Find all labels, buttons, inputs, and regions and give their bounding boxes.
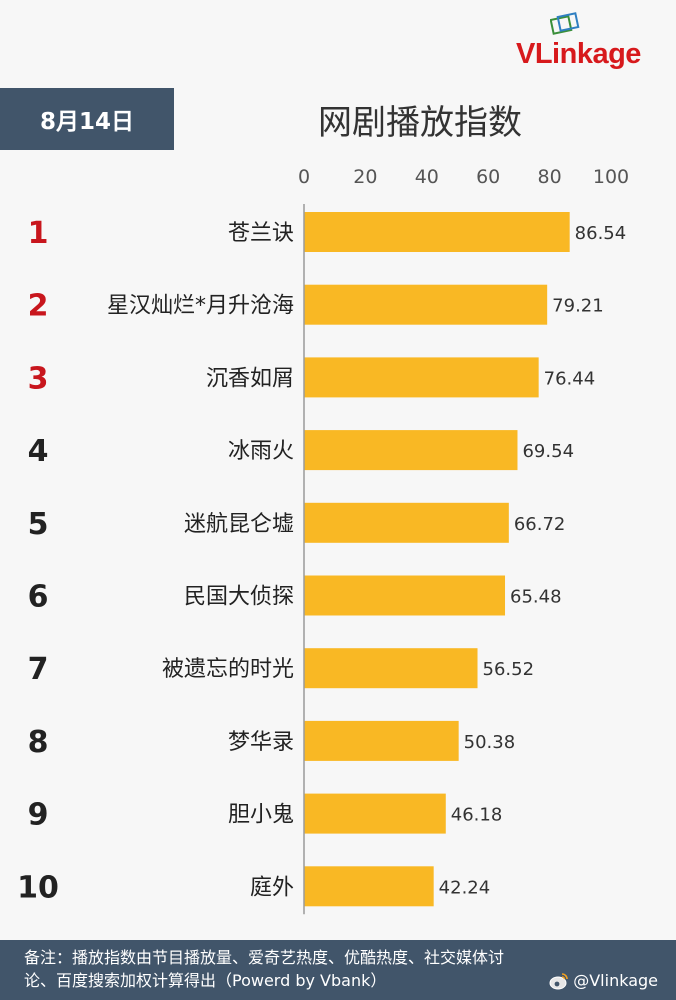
- rank-number: 1: [28, 216, 49, 251]
- bar: [304, 430, 518, 471]
- category-label: 沉香如屑: [206, 366, 294, 391]
- bar-value-label: 46.18: [451, 805, 503, 826]
- category-label: 被遗忘的时光: [162, 657, 294, 682]
- x-tick-label: 40: [415, 166, 439, 188]
- weibo-icon: [549, 972, 569, 989]
- category-label: 迷航昆仑墟: [184, 512, 294, 537]
- category-label: 民国大侦探: [184, 585, 294, 610]
- category-label: 冰雨火: [228, 439, 294, 464]
- bar-value-label: 79.21: [552, 296, 604, 317]
- rank-number: 9: [28, 798, 49, 833]
- rank-number: 7: [28, 652, 49, 687]
- rank-number: 5: [28, 507, 49, 542]
- date-badge: 8月14日: [0, 88, 174, 150]
- bar-value-label: 65.48: [510, 587, 562, 608]
- chart-title: 网剧播放指数: [318, 102, 522, 143]
- category-label: 胆小鬼: [228, 803, 294, 828]
- category-label: 苍兰诀: [228, 221, 294, 246]
- logo-text: VLinkage: [516, 38, 641, 70]
- bar-value-label: 50.38: [464, 732, 516, 753]
- weibo-credit: @Vlinkage: [549, 969, 658, 992]
- bar-value-label: 86.54: [575, 223, 627, 244]
- bar: [304, 793, 446, 834]
- category-label: 梦华录: [228, 730, 294, 755]
- logo-squares-icon: [550, 12, 580, 35]
- bar: [304, 284, 548, 325]
- bar-value-label: 42.24: [439, 877, 491, 898]
- weibo-handle: @Vlinkage: [573, 971, 658, 990]
- bar-value-label: 66.72: [514, 514, 566, 535]
- bar: [304, 502, 509, 543]
- bar-chart: 0 20 40 60 80 100 86.54 苍兰诀 1 79.21 星汉灿烂*月升沧海 2 76.4…: [17, 166, 629, 915]
- category-label: 庭外: [250, 875, 294, 900]
- category-label: 星汉灿烂*月升沧海: [107, 294, 294, 319]
- bar: [304, 357, 539, 398]
- rank-number: 10: [17, 870, 59, 905]
- bar: [304, 866, 434, 907]
- x-tick-label: 60: [476, 166, 500, 188]
- bar: [304, 212, 570, 252]
- x-tick-label: 80: [538, 166, 562, 188]
- footer-note: 备注：播放指数由节目播放量、爱奇艺热度、优酷热度、社交媒体讨 论、百度搜索加权计…: [0, 940, 676, 1000]
- bar: [304, 720, 459, 761]
- vlinkage-logo: VLinkage: [516, 12, 672, 74]
- bar: [304, 575, 506, 616]
- rank-number: 3: [28, 361, 49, 396]
- rank-number: 6: [28, 580, 49, 615]
- bar: [304, 648, 478, 689]
- rank-number: 2: [28, 289, 49, 324]
- bar-value-label: 69.54: [522, 441, 574, 462]
- footer-line-2: 论、百度搜索加权计算得出（Powerd by Vbank）: [24, 971, 387, 990]
- rank-number: 4: [28, 434, 49, 469]
- x-tick-label: 0: [298, 166, 310, 188]
- x-tick-label: 100: [593, 166, 629, 188]
- x-tick-label: 20: [353, 166, 377, 188]
- bar-value-label: 56.52: [483, 659, 535, 680]
- footer-line-1: 备注：播放指数由节目播放量、爱奇艺热度、优酷热度、社交媒体讨: [24, 948, 505, 967]
- bar-value-label: 76.44: [544, 368, 596, 389]
- rank-number: 8: [28, 725, 49, 760]
